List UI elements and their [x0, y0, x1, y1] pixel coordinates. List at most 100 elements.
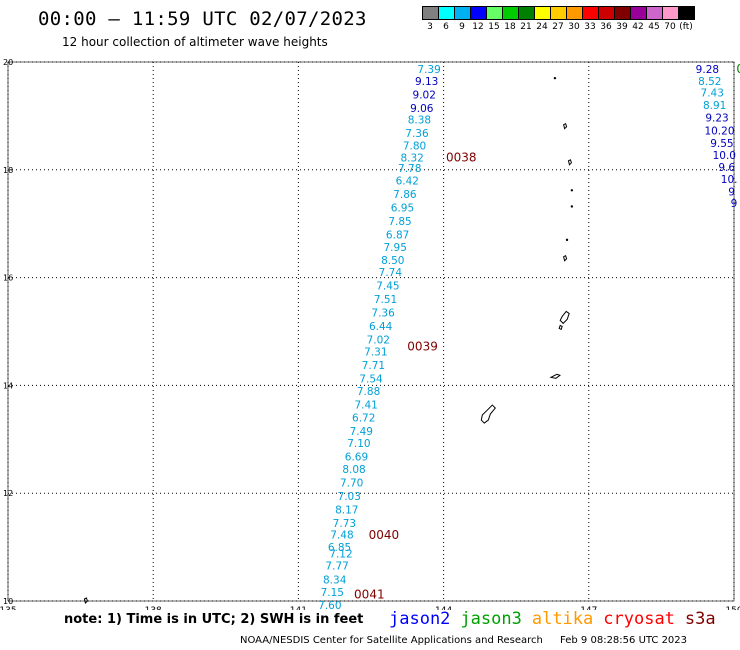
satellite-cryosat: cryosat	[603, 609, 675, 629]
y-tick-label: 12	[3, 489, 13, 498]
pass-time-label: 0041	[354, 588, 385, 602]
wave-height-label: 7.71	[362, 360, 385, 372]
wave-height-label: 7.95	[384, 242, 407, 254]
island-outline	[567, 159, 573, 166]
pass-time-label: 0039	[407, 340, 438, 354]
wave-height-label: 7.70	[340, 477, 363, 489]
wave-height-label: 7.54	[359, 373, 383, 385]
wave-height-label: 10.	[721, 174, 738, 186]
island-dot	[570, 205, 574, 208]
island-dot	[570, 189, 574, 192]
wave-height-label: 6.69	[345, 452, 368, 464]
x-tick-label: 144	[435, 606, 452, 610]
wave-height-label: 7.31	[364, 346, 387, 358]
credit-line: NOAA/NESDIS Center for Satellite Applica…	[240, 635, 687, 646]
island-outline	[549, 373, 561, 379]
pass-time-label: 0040	[369, 528, 400, 542]
legend-label: 70	[664, 22, 676, 32]
wave-height-label: 8.08	[342, 464, 365, 476]
wave-height-map: 1351381411441471502018161412107.399.139.…	[0, 58, 740, 610]
wave-height-label: 9	[731, 198, 738, 210]
wave-height-label: 7.02	[367, 335, 390, 347]
wave-height-label: 7.80	[403, 141, 426, 153]
wave-height-label: 7.77	[325, 560, 348, 572]
pass-time-label: 0038	[446, 150, 477, 164]
x-tick-label: 141	[290, 606, 307, 610]
wave-height-label: 8.91	[703, 100, 726, 112]
wave-height-label: 10.0	[713, 150, 736, 162]
map-title: 00:00 — 11:59 UTC 02/07/2023	[38, 8, 367, 30]
legend-label: 27	[552, 22, 564, 32]
wave-height-label: 8.50	[381, 255, 404, 267]
island-outline	[480, 404, 496, 424]
wave-height-label: 7.60	[318, 600, 341, 610]
island-outline	[558, 310, 570, 331]
island-outline	[83, 597, 89, 604]
y-tick-label: 18	[3, 166, 13, 175]
legend-label: 15	[488, 22, 500, 32]
wave-height-label: 7.12	[329, 549, 352, 561]
y-tick-label: 16	[3, 274, 13, 283]
legend-label: (ft)	[679, 22, 693, 32]
wave-height-label: 7.48	[330, 530, 353, 542]
island-outline	[563, 122, 568, 130]
island-outline	[563, 255, 568, 262]
wave-height-label: 8.17	[335, 504, 358, 516]
wave-height-label: 9.13	[415, 76, 438, 88]
wave-height-label: 9	[728, 186, 735, 198]
legend-label: 12	[472, 22, 484, 32]
x-tick-label: 150	[725, 606, 740, 610]
wave-height-label: 7.51	[374, 294, 397, 306]
legend-label: 45	[648, 22, 660, 32]
legend-label: 9	[459, 22, 465, 32]
pass-time-label: 03	[736, 62, 740, 76]
wave-height-label: 7.88	[357, 386, 380, 398]
generated-timestamp: Feb 9 08:28:56 UTC 2023	[560, 635, 688, 646]
wave-height-label: 7.36	[371, 308, 395, 320]
note-text: note: 1) Time is in UTC; 2) SWH is in fe…	[64, 612, 364, 627]
wave-height-label: 7.45	[376, 281, 399, 293]
credit-text: NOAA/NESDIS Center for Satellite Applica…	[240, 635, 543, 646]
wave-height-label: 7.15	[321, 587, 344, 599]
legend-label: 36	[600, 22, 612, 32]
wave-height-label: 6.85	[328, 542, 351, 554]
wave-height-label: 6.87	[386, 229, 409, 241]
wave-height-label: 8.32	[400, 152, 423, 164]
wave-height-label: 7.74	[379, 267, 403, 279]
wave-height-label: 7.78	[398, 163, 421, 175]
wave-height-label: 7.49	[350, 426, 373, 438]
color-legend: 3 6 9 12 15 18 21 24 27 30 33 36 39 42 45 70 (ft)	[422, 6, 695, 32]
map-subtitle: 12 hour collection of altimeter wave hei…	[62, 35, 328, 49]
wave-height-label: 6.44	[369, 321, 393, 333]
wave-height-label: 9.23	[705, 113, 728, 125]
map-frame	[7, 61, 735, 602]
legend-label: 24	[536, 22, 548, 32]
legend-swatches	[422, 6, 695, 20]
satellite-altika: altika	[531, 609, 594, 629]
island-dot	[553, 76, 557, 80]
y-tick-label: 20	[3, 58, 13, 67]
wave-height-label: 9.55	[710, 138, 733, 150]
wave-height-label: 6.72	[352, 413, 375, 425]
legend-swatch	[678, 6, 695, 20]
wave-height-label: 7.43	[701, 88, 724, 100]
wave-height-label: 7.39	[417, 64, 440, 76]
wave-height-label: 6.42	[396, 176, 419, 188]
legend-label: 39	[616, 22, 628, 32]
wave-height-label: 8.38	[408, 115, 431, 127]
x-tick-label: 147	[580, 606, 597, 610]
wave-height-label: 7.36	[405, 128, 429, 140]
wave-height-label: 9.28	[696, 64, 719, 76]
x-tick-label: 138	[145, 606, 162, 610]
wave-height-label: 7.10	[347, 438, 370, 450]
wave-height-label: 7.03	[338, 491, 361, 503]
y-tick-label: 10	[3, 597, 13, 606]
wave-height-label: 10.20	[704, 125, 734, 137]
wave-height-label: 9.6	[718, 162, 735, 174]
satellite-jason2: jason2	[389, 609, 451, 629]
wave-height-label: 8.34	[323, 574, 347, 586]
wave-height-label: 9.02	[413, 89, 436, 101]
legend-label: 6	[443, 22, 449, 32]
wave-height-label: 7.41	[354, 399, 377, 411]
legend-label: 21	[520, 22, 532, 32]
